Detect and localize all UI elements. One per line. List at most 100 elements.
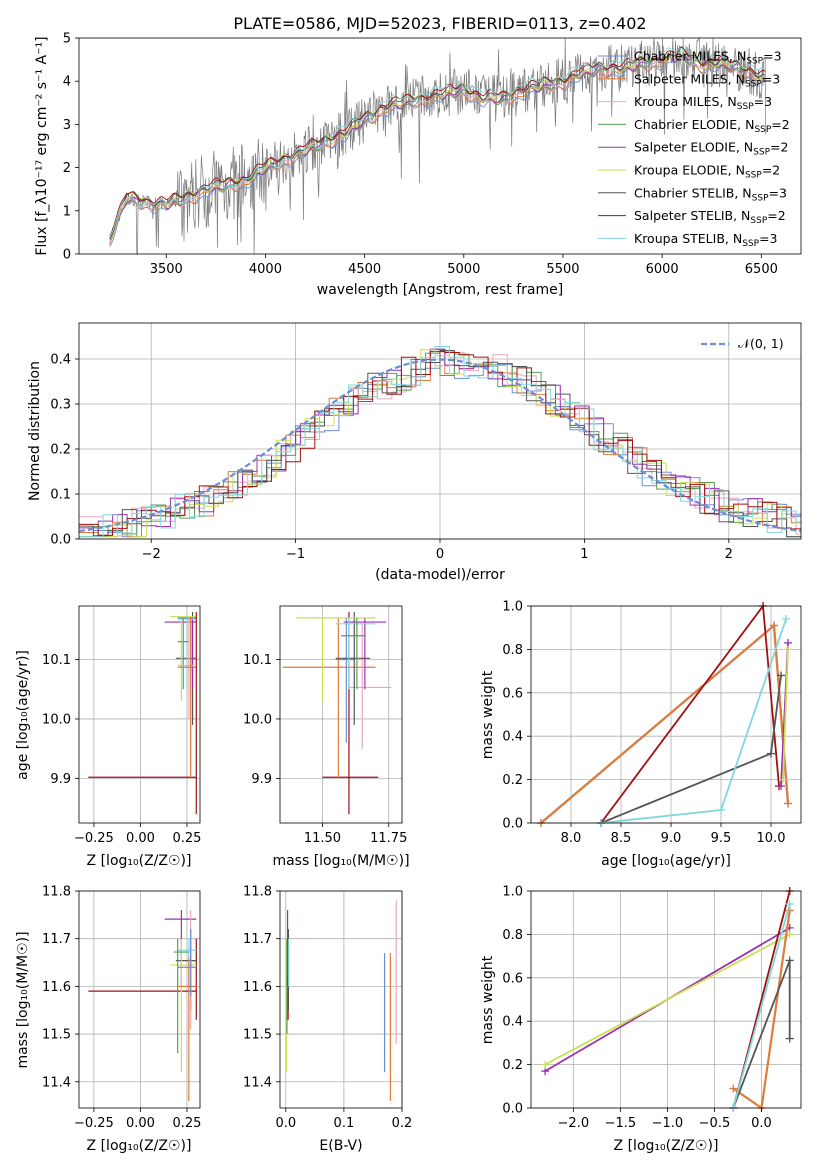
- x-tick-label: 0.0: [751, 1116, 772, 1131]
- weight-marker: [729, 1084, 738, 1093]
- y-tick-label: 9.9: [251, 772, 272, 787]
- x-tick-label: 3500: [150, 262, 183, 277]
- y-tick-label: 3: [63, 118, 71, 133]
- x-tick-label: 4000: [249, 262, 282, 277]
- weight-line-kroupa-elodie: [782, 649, 789, 780]
- plot-frame: [530, 605, 802, 824]
- y-tick-label: 11.7: [243, 932, 272, 947]
- weight-marker: [777, 782, 785, 791]
- plot-frame: [78, 37, 802, 255]
- mass-weight-vs-age-panel: 8.0 8.5 9.0 9.5 10.0 0.0 0.2 0.4 0.6 0.8 1.0 age […: [480, 600, 802, 869]
- y-axis-label: mass weight: [480, 955, 496, 1044]
- x-tick-label: 4500: [348, 262, 381, 277]
- mass-vs-extinction-panel: 0.0 0.1 0.2 11.4 11.5 11.6 11.7 11.8 E(B-V): [243, 885, 412, 1155]
- y-tick-label: 10.1: [243, 653, 272, 668]
- y-tick-label: 0.6: [502, 971, 523, 986]
- legend-entry: Salpeter ELODIE, NSSP=2: [634, 140, 788, 158]
- y-tick-label: 11.5: [42, 1028, 71, 1043]
- y-tick-label: 0.0: [502, 1102, 523, 1117]
- y-axis-label: mass [log₁₀(M/M☉)]: [15, 931, 31, 1068]
- x-tick-label: −0.5: [699, 1116, 731, 1131]
- weight-marker: [785, 956, 794, 965]
- x-axis-label: age [log₁₀(age/yr)]: [601, 853, 731, 869]
- x-tick-label: −1.5: [605, 1116, 637, 1131]
- x-axis-label: mass [log₁₀(M/M☉)]: [272, 853, 409, 869]
- x-tick-label: 8.5: [611, 831, 632, 846]
- x-tick-label: 2: [725, 547, 733, 562]
- y-tick-label: 11.4: [42, 1075, 71, 1090]
- histogram-chabrier-elodie: [79, 352, 801, 538]
- x-axis-label: Z [log₁₀(Z/Z☉)]: [614, 1138, 719, 1154]
- legend-entry: Chabrier STELIB, NSSP=3: [634, 185, 787, 203]
- y-tick-label: 0.8: [502, 643, 523, 658]
- y-tick-label: 2: [63, 161, 71, 176]
- x-axis-label: Z [log₁₀(Z/Z☉)]: [87, 853, 192, 869]
- plot-frame: [78, 890, 201, 1109]
- x-tick-label: −1.0: [652, 1116, 684, 1131]
- weight-marker: [767, 749, 775, 758]
- mass-weight-vs-metallicity-panel: −2.0 −1.5 −1.0 −0.5 0.0 0.0 0.2 0.4 0.6 0.8 1.0 Z …: [480, 885, 802, 1154]
- weight-marker: [717, 805, 725, 814]
- x-tick-label: −1: [286, 547, 305, 562]
- x-tick-label: 11.75: [370, 831, 407, 846]
- y-tick-label: 0.2: [502, 1058, 523, 1073]
- y-tick-label: 9.9: [50, 772, 71, 787]
- observed-spectrum-line: [109, 37, 767, 256]
- y-tick-label: 0.6: [502, 686, 523, 701]
- x-tick-label: 8.0: [561, 831, 582, 846]
- x-tick-label: 5500: [546, 262, 579, 277]
- y-tick-label: 0.2: [50, 443, 71, 458]
- chart-title: PLATE=0586, MJD=52023, FIBERID=0113, z=0…: [233, 14, 646, 33]
- y-tick-label: 0.3: [50, 398, 71, 413]
- y-tick-label: 0.2: [502, 773, 523, 788]
- x-tick-label: 0.00: [126, 831, 155, 846]
- x-tick-label: −0.25: [74, 831, 114, 846]
- x-tick-label: −2: [142, 547, 161, 562]
- x-tick-label: 0.1: [334, 1116, 355, 1131]
- y-tick-label: 10.0: [42, 712, 71, 727]
- histogram-kroupa-elodie: [79, 349, 801, 538]
- y-tick-label: 11.4: [243, 1075, 272, 1090]
- weight-marker: [785, 900, 794, 909]
- plot-frame: [279, 605, 403, 824]
- y-tick-label: 10.0: [243, 712, 272, 727]
- y-tick-label: 0.8: [502, 928, 523, 943]
- x-tick-label: 0.25: [172, 831, 201, 846]
- x-axis-label: E(B-V): [319, 1138, 362, 1154]
- legend: Chabrier MILES, NSSP=3 Salpeter MILES, NS…: [598, 49, 790, 249]
- histogram-salpeter-elodie: [79, 348, 801, 529]
- y-tick-label: 1: [63, 204, 71, 219]
- y-axis-label: Normed distribution: [27, 361, 43, 501]
- y-tick-label: 10.1: [42, 653, 71, 668]
- model-line-salpeter-stelib: [109, 46, 766, 237]
- x-axis-label: Z [log₁₀(Z/Z☉)]: [87, 1138, 192, 1154]
- x-tick-label: 0.0: [275, 1116, 296, 1131]
- x-tick-label: −2.0: [558, 1116, 590, 1131]
- y-tick-label: 0: [63, 248, 71, 263]
- model-line-kroupa-stelib: [109, 47, 766, 238]
- x-tick-label: 6000: [646, 262, 679, 277]
- y-axis-label: Flux [f_λ10⁻¹⁷ erg cm⁻² s⁻¹ A⁻¹]: [34, 36, 50, 255]
- weight-marker: [784, 799, 792, 808]
- histogram-kroupa-stelib: [79, 346, 801, 538]
- spectrum-panel: PLATE=0586, MJD=52023, FIBERID=0113, z=0…: [34, 14, 802, 298]
- y-tick-label: 11.8: [42, 885, 71, 900]
- weight-marker: [785, 1034, 794, 1043]
- y-tick-label: 11.8: [243, 885, 272, 900]
- y-axis-label: age [log₁₀(age/yr)]: [15, 650, 31, 780]
- legend-entry: Salpeter MILES, NSSP=3: [634, 71, 780, 89]
- plot-frame: [279, 890, 403, 1109]
- legend-entry: Kroupa STELIB, NSSP=3: [634, 231, 778, 249]
- x-tick-label: 0.25: [172, 1116, 201, 1131]
- x-tick-label: 5000: [447, 262, 480, 277]
- model-line-chabrier-stelib: [109, 47, 766, 240]
- y-tick-label: 11.7: [42, 932, 71, 947]
- legend-entry: Salpeter STELIB, NSSP=2: [634, 208, 786, 226]
- age-vs-mass-panel: 11.50 11.75 9.9 10.0 10.1 mass [log₁₀(M/M☉)]: [243, 605, 410, 869]
- y-tick-label: 11.6: [42, 980, 71, 995]
- plot-frame: [78, 605, 201, 824]
- weight-marker: [777, 671, 785, 680]
- normal-curve: [78, 358, 802, 533]
- y-tick-label: 1.0: [502, 885, 523, 900]
- y-tick-label: 5: [63, 32, 71, 47]
